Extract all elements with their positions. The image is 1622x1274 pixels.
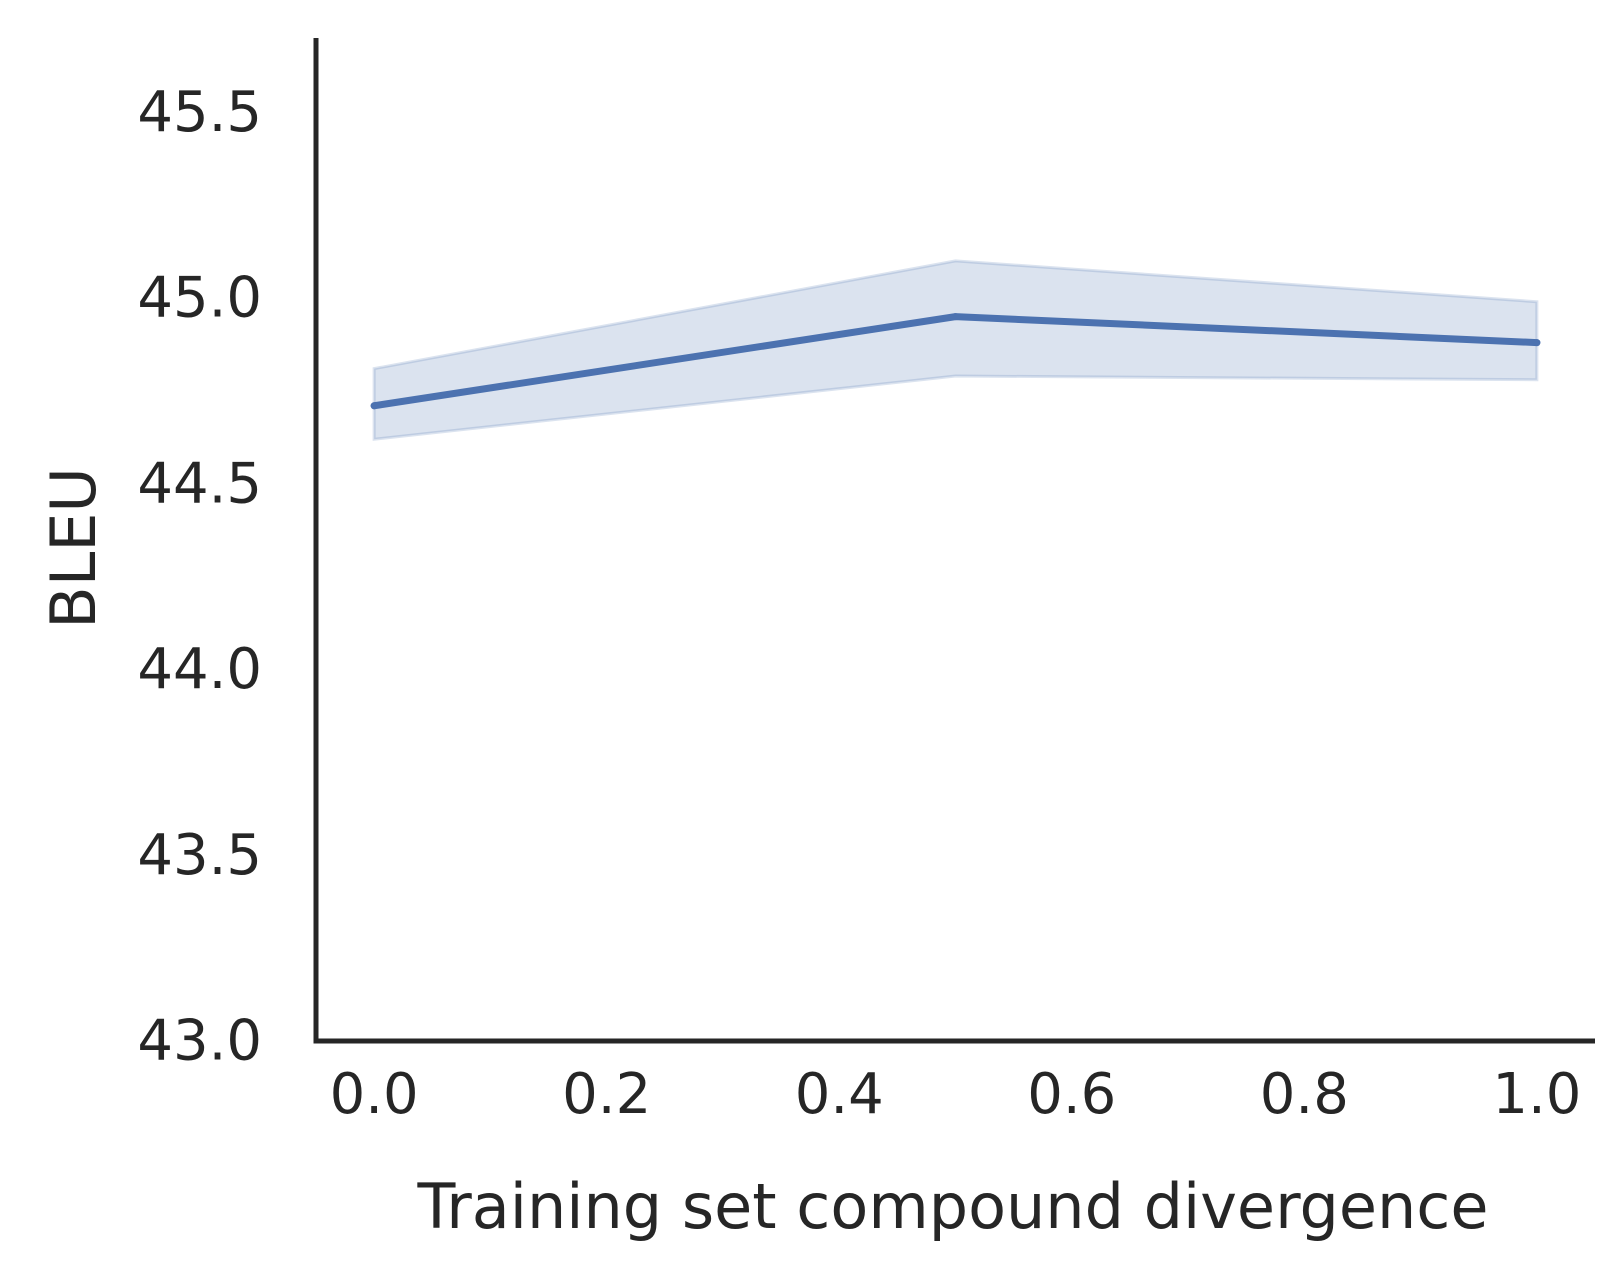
data-point (952, 313, 959, 321)
x-tick-label: 0.8 (1260, 1062, 1349, 1127)
plot-area (370, 259, 1541, 441)
data-point (370, 402, 378, 410)
y-tick-label: 44.0 (137, 637, 262, 702)
y-tick-label: 45.0 (137, 266, 262, 331)
x-tick-label: 0.6 (1027, 1062, 1116, 1127)
confidence-band (372, 259, 1539, 441)
y-tick-label: 43.5 (137, 823, 262, 888)
y-tick-labels: 43.0 43.5 44.0 44.5 45.0 45.5 (137, 80, 262, 1074)
y-tick-label: 44.5 (137, 451, 262, 516)
x-tick-label: 0.2 (562, 1062, 651, 1127)
y-tick-label: 43.0 (137, 1009, 262, 1074)
x-tick-label: 1.0 (1492, 1062, 1581, 1127)
data-point (1533, 339, 1541, 347)
x-tick-labels: 0.0 0.2 0.4 0.6 0.8 1.0 (330, 1062, 1582, 1127)
y-tick-label: 45.5 (137, 80, 262, 145)
y-axis-label: BLEU (37, 467, 110, 629)
x-tick-label: 0.0 (330, 1062, 419, 1127)
x-tick-label: 0.4 (795, 1062, 884, 1127)
x-axis-label: Training set compound divergence (416, 1170, 1488, 1243)
axes-spines (313, 38, 1595, 1044)
